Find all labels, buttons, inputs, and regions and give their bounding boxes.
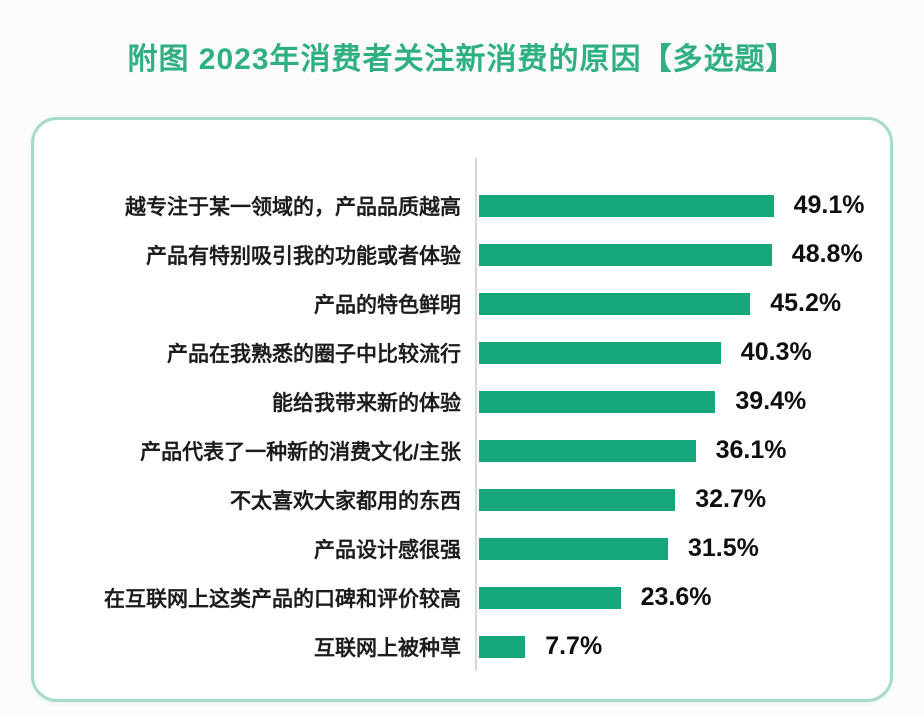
- chart-row: 产品代表了一种新的消费文化/主张 36.1%: [34, 426, 890, 475]
- category-label: 互联网上被种草: [314, 636, 461, 660]
- category-label: 产品有特别吸引我的功能或者体验: [146, 244, 461, 268]
- chart-row: 产品在我熟悉的圈子中比较流行 40.3%: [34, 328, 890, 377]
- chart-row: 不太喜欢大家都用的东西 32.7%: [34, 475, 890, 524]
- chart-row: 产品的特色鲜明 45.2%: [34, 279, 890, 328]
- bar-track: 36.1%: [479, 436, 890, 464]
- category-label: 在互联网上这类产品的口碑和评价较高: [104, 587, 461, 611]
- value-label: 49.1%: [793, 191, 865, 219]
- value-label: 39.4%: [735, 387, 807, 415]
- bar: [479, 194, 774, 217]
- category-label: 产品的特色鲜明: [314, 293, 461, 317]
- bar: [479, 243, 772, 266]
- bar-track: 49.1%: [479, 191, 890, 219]
- bar: [479, 586, 621, 609]
- chart-row: 产品设计感很强 31.5%: [34, 524, 890, 573]
- chart-row: 产品有特别吸引我的功能或者体验 48.8%: [34, 230, 890, 279]
- chart-row: 能给我带来新的体验 39.4%: [34, 377, 890, 426]
- bar: [479, 390, 716, 413]
- bar: [479, 635, 526, 658]
- bar: [479, 341, 721, 364]
- category-label: 能给我带来新的体验: [272, 391, 461, 415]
- category-label: 产品代表了一种新的消费文化/主张: [140, 440, 461, 464]
- bar-track: 31.5%: [479, 534, 890, 562]
- value-label: 36.1%: [715, 436, 787, 464]
- chart-rows: 越专注于某一领域的，产品品质越高 49.1% 产品有特别吸引我的功能或者体验 48.8…: [34, 181, 890, 671]
- chart-row: 互联网上被种草 7.7%: [34, 622, 890, 671]
- bar-track: 40.3%: [479, 338, 890, 366]
- axis-line: [475, 158, 477, 671]
- bar: [479, 537, 668, 560]
- bar-track: 48.8%: [479, 240, 890, 268]
- value-label: 32.7%: [695, 485, 767, 513]
- bar-track: 32.7%: [479, 485, 890, 513]
- value-label: 31.5%: [688, 534, 759, 562]
- value-label: 48.8%: [791, 240, 863, 268]
- category-label: 产品在我熟悉的圈子中比较流行: [167, 342, 461, 366]
- value-label: 45.2%: [770, 289, 842, 317]
- category-label: 不太喜欢大家都用的东西: [230, 489, 461, 513]
- bar: [479, 292, 751, 315]
- chart-title: 附图 2023年消费者关注新消费的原因【多选题】: [127, 43, 797, 76]
- bar: [479, 488, 676, 511]
- bar-track: 7.7%: [479, 632, 890, 660]
- bar-track: 45.2%: [479, 289, 890, 317]
- value-label: 7.7%: [545, 632, 603, 660]
- bar-track: 39.4%: [479, 387, 890, 415]
- value-label: 23.6%: [640, 583, 712, 611]
- chart-row: 在互联网上这类产品的口碑和评价较高 23.6%: [34, 573, 890, 622]
- chart-card: 越专注于某一领域的，产品品质越高 49.1% 产品有特别吸引我的功能或者体验 48.8…: [31, 117, 893, 702]
- bar: [479, 439, 696, 462]
- category-label: 越专注于某一领域的，产品品质越高: [125, 195, 461, 219]
- chart-row: 越专注于某一领域的，产品品质越高 49.1%: [34, 181, 890, 230]
- bar-track: 23.6%: [479, 583, 890, 611]
- category-label: 产品设计感很强: [314, 538, 461, 562]
- value-label: 40.3%: [740, 338, 812, 366]
